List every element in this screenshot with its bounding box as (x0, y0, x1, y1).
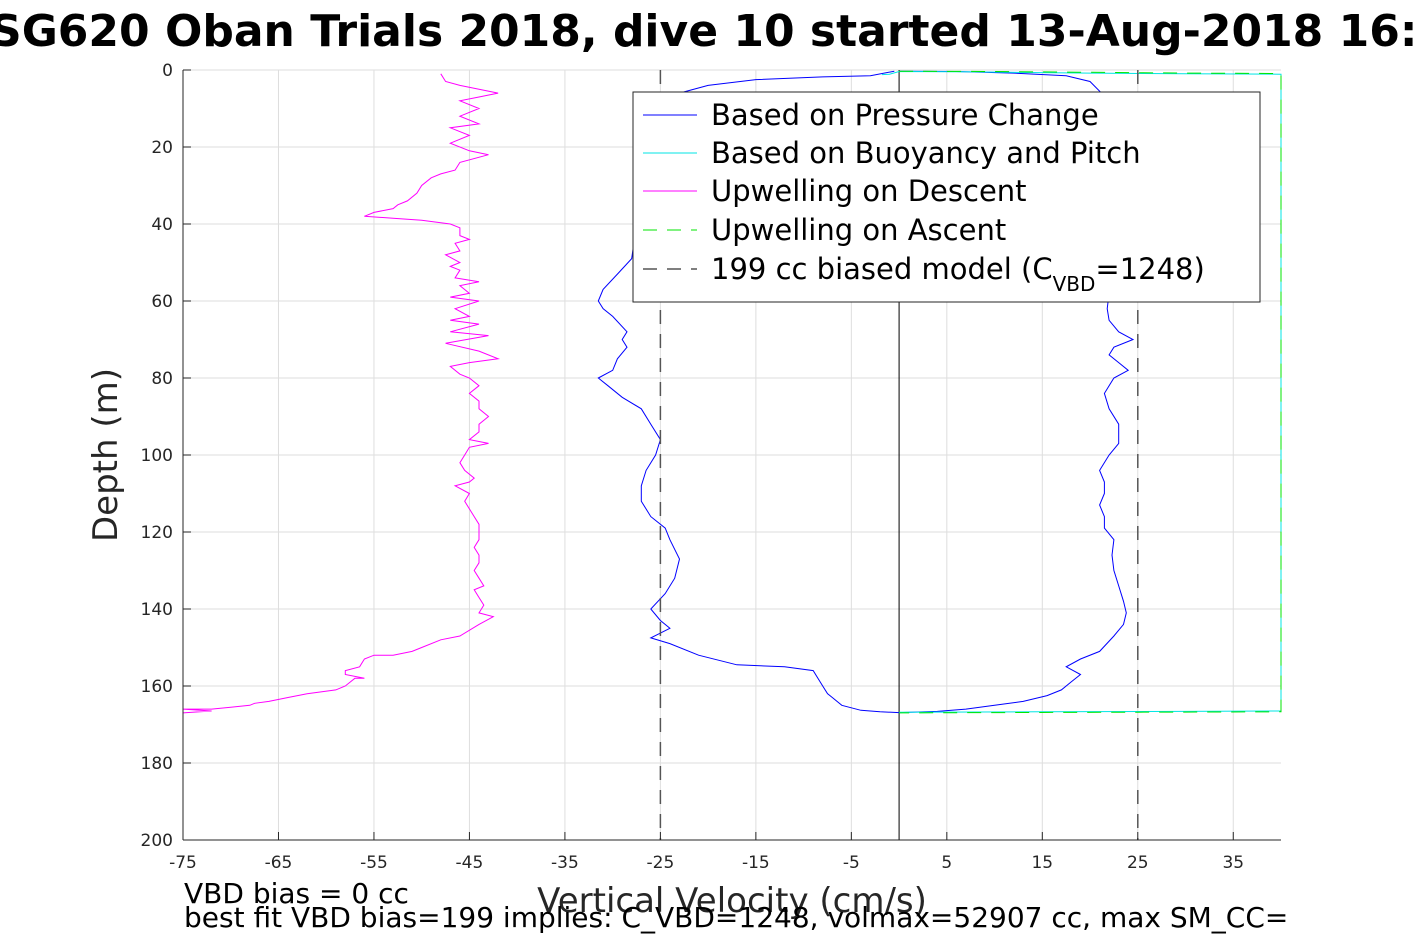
x-tick-label-9: 15 (1031, 853, 1053, 873)
y-tick-label-3: 60 (151, 292, 173, 312)
x-tick-label-1: -65 (265, 853, 293, 873)
y-tick-label-4: 80 (151, 369, 173, 389)
series-line-upwelling-on-descent (182, 73, 501, 714)
x-tick-label-5: -25 (647, 853, 675, 873)
y-tick-label-8: 160 (141, 677, 173, 697)
legend-box (632, 91, 1261, 303)
y-tick-label-7: 140 (141, 600, 173, 620)
series-line-upwelling-on-ascent (899, 70, 1282, 714)
legend-label-pressure: Based on Pressure Change (711, 98, 1099, 132)
legend-model-suffix: =1248) (1095, 252, 1204, 286)
legend-label-upwelling-ascent: Upwelling on Ascent (711, 213, 1006, 247)
x-axis-label: Vertical Velocity (cm/s) (537, 881, 927, 921)
x-tick-label-8: 5 (941, 853, 952, 873)
legend-label-biased-model: 199 cc biased model (CVBD=1248) (711, 252, 1205, 296)
footnote-best-fit: best fit VBD bias=199 implies: C_VBD=124… (184, 901, 1288, 934)
x-tick-label-4: -35 (551, 853, 579, 873)
legend-model-subscript: VBD (1053, 272, 1096, 296)
y-tick-label-6: 120 (141, 523, 173, 543)
legend: Based on Pressure Change Based on Buoyan… (632, 91, 1261, 303)
y-tick-label-10: 200 (141, 831, 173, 851)
x-tick-label-2: -55 (360, 853, 388, 873)
x-tick-label-11: 35 (1222, 853, 1244, 873)
x-tick-label-3: -45 (456, 853, 484, 873)
legend-label-upwelling-descent: Upwelling on Descent (711, 174, 1027, 208)
y-tick-label-0: 0 (162, 61, 173, 81)
legend-model-prefix: 199 cc biased model (C (711, 252, 1053, 286)
x-tick-label-7: -5 (843, 853, 860, 873)
y-tick-label-5: 100 (141, 446, 173, 466)
chart-title: SG620 Oban Trials 2018, dive 10 started … (0, 6, 1417, 57)
y-tick-label-2: 40 (151, 215, 173, 235)
x-tick-label-0: -75 (169, 853, 197, 873)
x-tick-label-10: 25 (1127, 853, 1149, 873)
y-axis-label: Depth (m) (86, 368, 126, 542)
axis-ticks: -75 -65 -55 -45 -35 -25 -15 -5 5 15 25 350204060801… (141, 61, 1245, 873)
y-tick-label-9: 180 (141, 754, 173, 774)
x-tick-label-6: -15 (742, 853, 770, 873)
legend-label-buoyancy: Based on Buoyancy and Pitch (711, 136, 1141, 170)
series-line-based-on-buoyancy-and-pitch (881, 70, 1282, 713)
y-tick-label-1: 20 (151, 138, 173, 158)
footnote-vbd-bias: VBD bias = 0 cc (184, 877, 409, 910)
